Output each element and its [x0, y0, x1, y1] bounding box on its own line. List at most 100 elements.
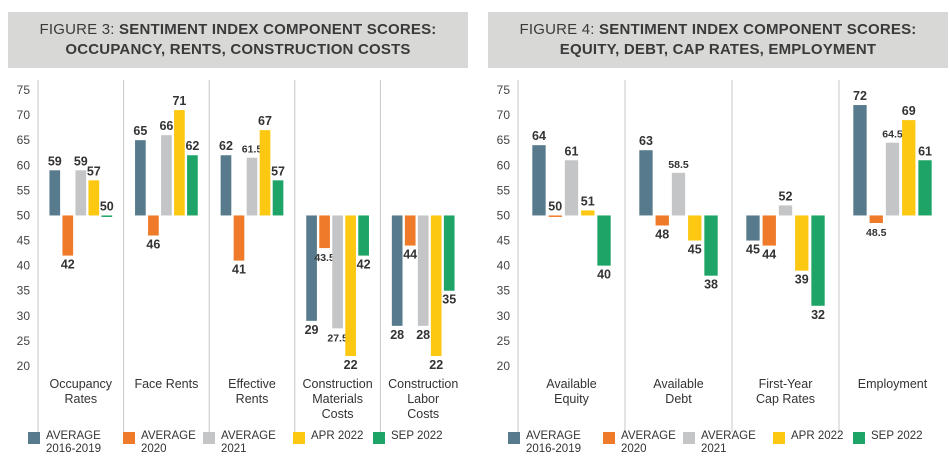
- y-tick-label: 65: [17, 133, 31, 147]
- bar: [869, 215, 883, 223]
- data-label: 43.5: [314, 252, 335, 264]
- category-label-line: Available: [653, 377, 704, 391]
- data-label: 44: [762, 248, 776, 262]
- figure-4-title-line-2: EQUITY, DEBT, CAP RATES, EMPLOYMENT: [560, 40, 876, 60]
- figure-3-title: FIGURE 3: SENTIMENT INDEX COMPONENT SCOR…: [8, 12, 468, 68]
- figure-4-title-prefix: FIGURE 4:: [519, 21, 595, 38]
- legend-item: AVERAGE 2021: [683, 430, 756, 456]
- data-label: 27.5: [327, 332, 348, 344]
- legend-label: SEP 2022: [871, 430, 923, 442]
- y-tick-label: 40: [497, 259, 511, 273]
- data-label: 66: [159, 119, 173, 133]
- data-label: 42: [357, 258, 371, 272]
- data-label: 58.5: [668, 159, 689, 171]
- figure-3-title-bold-1: SENTIMENT INDEX COMPONENT SCORES:: [119, 21, 437, 38]
- data-label: 42: [61, 258, 75, 272]
- legend-swatch: [683, 432, 695, 444]
- bar: [135, 140, 146, 216]
- data-label: 63: [639, 134, 653, 148]
- figure-4-panel: FIGURE 4: SENTIMENT INDEX COMPONENT SCOR…: [488, 12, 948, 460]
- legend-label: AVERAGE 2016-2019: [46, 430, 101, 455]
- legend-item: AVERAGE 2016-2019: [508, 430, 581, 456]
- bar: [548, 215, 562, 217]
- data-label: 38: [704, 278, 718, 292]
- data-label: 46: [146, 238, 160, 252]
- category-label-line: Effective: [228, 377, 276, 391]
- legend-swatch: [373, 432, 385, 444]
- bar: [581, 210, 595, 216]
- legend-label: AVERAGE 2020: [621, 430, 676, 455]
- y-tick-label: 55: [497, 183, 511, 197]
- data-label: 39: [795, 273, 809, 287]
- figure-3-legend: AVERAGE 2016-2019 AVERAGE 2020 AVERAGE 202…: [8, 430, 468, 460]
- bar: [564, 160, 579, 216]
- data-label: 28: [416, 328, 430, 342]
- bar: [101, 215, 113, 217]
- bar: [443, 215, 455, 291]
- data-label: 69: [902, 104, 916, 118]
- category-label: Available Debt: [653, 377, 704, 406]
- legend-swatch: [28, 432, 40, 444]
- bar: [704, 215, 718, 276]
- bar: [174, 110, 185, 216]
- bar: [778, 205, 793, 216]
- bar: [306, 215, 317, 321]
- data-label: 45: [688, 243, 702, 257]
- legend-label: APR 2022: [791, 430, 844, 442]
- y-tick-label: 50: [17, 208, 31, 222]
- data-label: 50: [100, 199, 114, 213]
- bar: [233, 215, 245, 261]
- y-tick-label: 30: [17, 309, 31, 323]
- y-tick-label: 20: [497, 359, 511, 373]
- y-tick-label: 25: [497, 334, 511, 348]
- figure-3-title-prefix: FIGURE 3:: [39, 21, 115, 38]
- legend-label: SEP 2022: [391, 430, 443, 442]
- legend-item: APR 2022: [773, 430, 843, 444]
- category-label-line: Rents: [236, 392, 269, 406]
- bar: [272, 180, 284, 216]
- figure-3-title-line-2: OCCUPANCY, RENTS, CONSTRUCTION COSTS: [65, 40, 410, 60]
- bar: [187, 155, 198, 216]
- category-label-line: Labor: [407, 392, 439, 406]
- bar: [259, 130, 271, 216]
- data-label: 35: [442, 293, 456, 307]
- legend-item: AVERAGE 2020: [603, 430, 676, 456]
- y-tick-label: 50: [497, 208, 511, 222]
- legend-label: AVERAGE 2021: [701, 430, 756, 455]
- data-label: 61: [565, 144, 579, 158]
- legend-swatch: [508, 432, 520, 444]
- category-label-line: Equity: [554, 392, 589, 406]
- data-label: 59: [74, 154, 88, 168]
- bar: [885, 142, 900, 216]
- bar: [795, 215, 809, 271]
- category-label: Available Equity: [546, 377, 597, 406]
- bar: [246, 157, 258, 216]
- legend-swatch: [203, 432, 215, 444]
- y-tick-label: 40: [17, 259, 31, 273]
- data-label: 22: [344, 358, 358, 372]
- data-label: 45: [746, 243, 760, 257]
- figure-4-legend: AVERAGE 2016-2019 AVERAGE 2020 AVERAGE 202…: [488, 430, 948, 460]
- bar: [746, 215, 760, 241]
- legend-label: AVERAGE 2016-2019: [526, 430, 581, 455]
- category-label-line: Cap Rates: [756, 392, 815, 406]
- data-label: 71: [172, 94, 186, 108]
- data-label: 61.5: [242, 144, 263, 156]
- bar: [345, 215, 356, 356]
- figure-4-title: FIGURE 4: SENTIMENT INDEX COMPONENT SCOR…: [488, 12, 948, 68]
- legend-swatch: [123, 432, 135, 444]
- bar: [918, 160, 932, 216]
- bar: [404, 215, 416, 246]
- legend-item: AVERAGE 2021: [203, 430, 276, 456]
- legend-item: APR 2022: [293, 430, 363, 444]
- bar: [319, 215, 330, 249]
- bar: [358, 215, 369, 256]
- bar: [148, 215, 159, 236]
- legend-item: SEP 2022: [373, 430, 443, 444]
- bar: [762, 215, 776, 246]
- y-tick-label: 20: [17, 359, 31, 373]
- data-label: 64: [532, 129, 546, 143]
- category-label-line: Face Rents: [134, 377, 198, 391]
- y-tick-label: 45: [17, 234, 31, 248]
- data-label: 72: [853, 89, 867, 103]
